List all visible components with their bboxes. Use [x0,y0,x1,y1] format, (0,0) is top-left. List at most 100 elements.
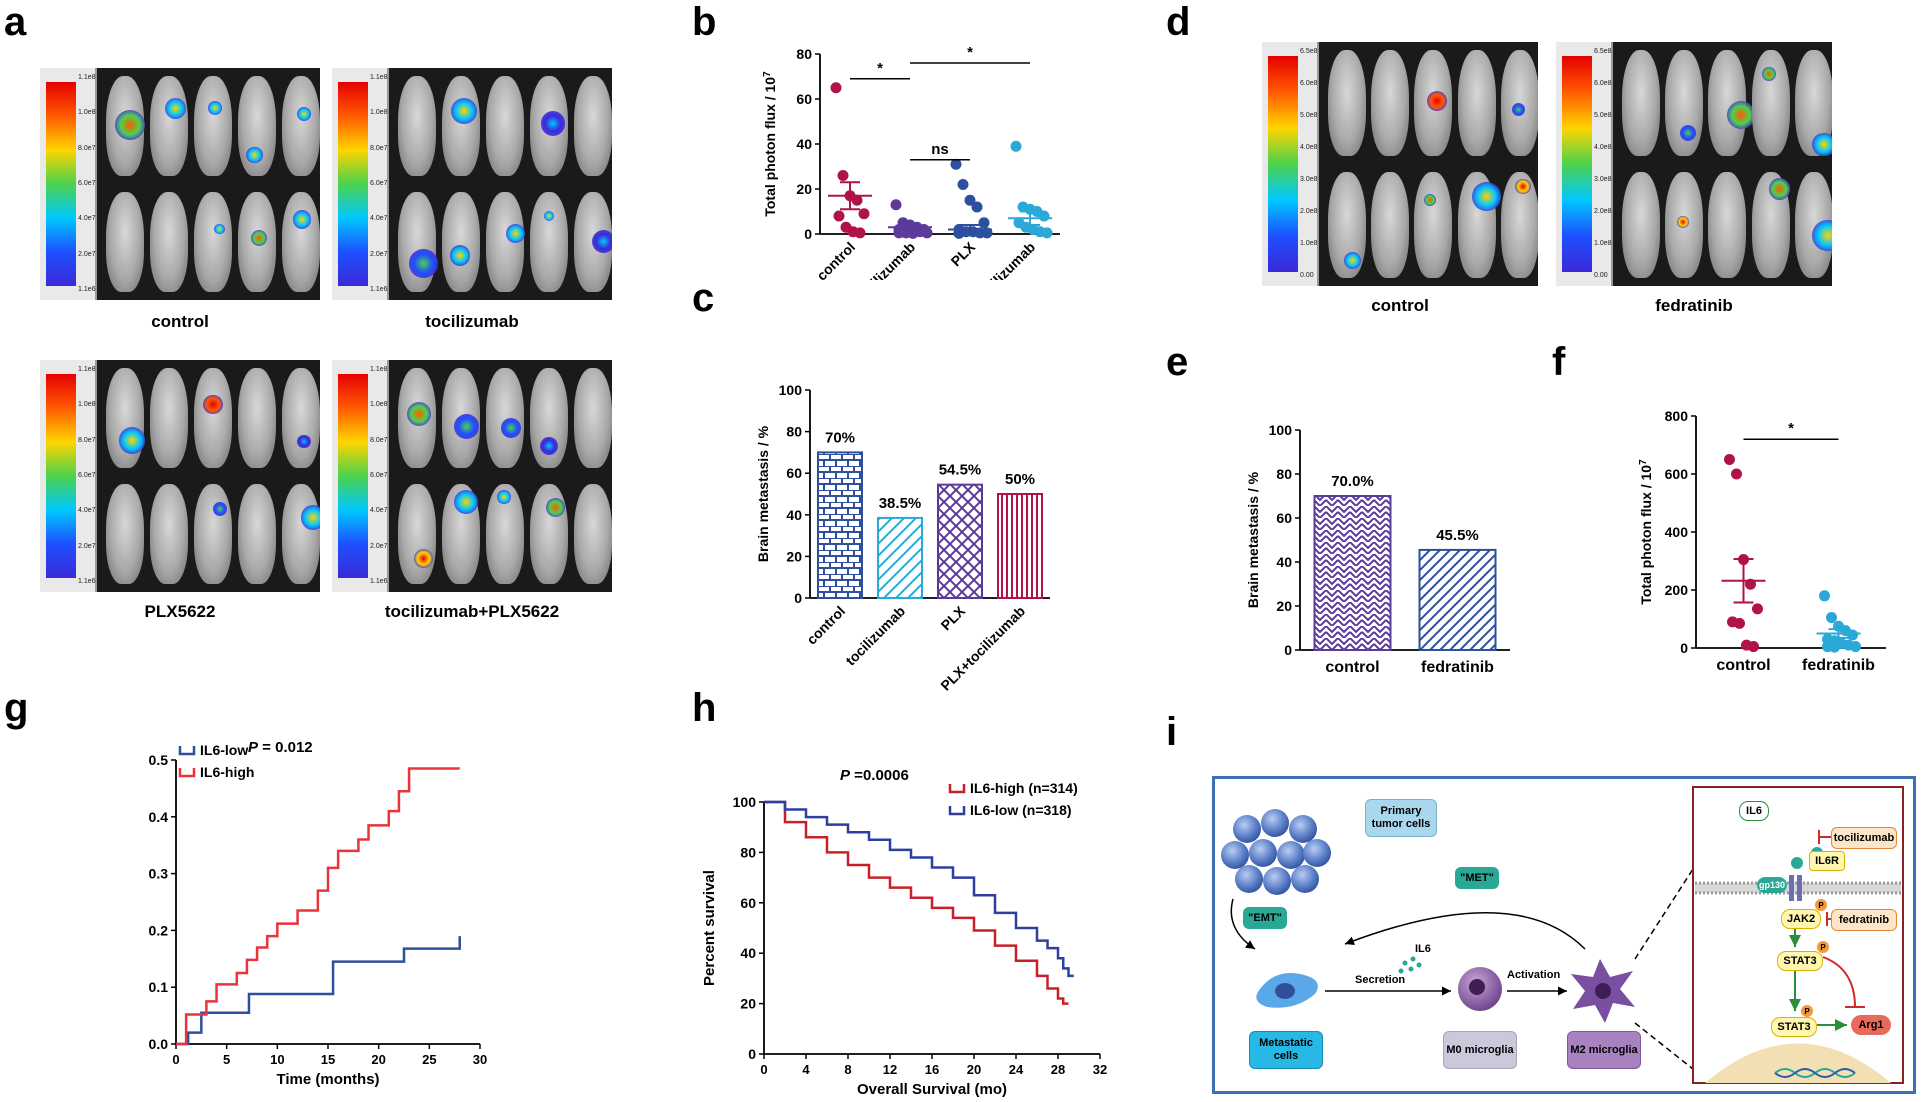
mouse [282,484,320,584]
x-tick-label-tocilizumab: tocilizumab [842,603,908,669]
data-point-fedratinib [1850,641,1861,653]
signal-spot [212,502,227,517]
x-tick-label: 8 [844,1062,851,1077]
data-point-PLX [978,217,990,229]
color-scale-tick: 2.0e7 [78,250,96,258]
x-tick-label-PLX: PLX [938,602,969,633]
y-tick-label: 60 [786,465,802,481]
y-tick-label: 0.3 [149,866,169,882]
chart-g-cumulative-bm: 0.0 0.1 0.2 0.3 0.4 0.5 0 5 10 15 20 25 30 Time (mont… [149,739,488,1088]
label-activation: Activation [1507,969,1561,981]
data-point-control [858,208,870,220]
data-point-PLX [957,179,969,190]
color-scale-tick: 6.0e7 [78,180,96,187]
y-tick-label: 40 [786,507,802,523]
nucleus [1705,1043,1891,1083]
y-tick-label: 200 [1665,582,1689,598]
data-point-control [833,210,845,222]
p-value-letter: P [248,739,259,756]
x-axis-label: Time (months) [276,1071,379,1088]
color-scale-tick: 0.00 [1594,272,1608,279]
data-point-fedratinib [1819,590,1830,602]
color-scale-tick: 1.1e6 [370,286,388,293]
data-point-tocilizumab [907,227,919,239]
chart-h-percent-survival: 0 20 40 60 80 100 0 4 8 12 16 20 24 28 32 Overall Survi… [701,770,1107,1098]
color-scale-tick: 3.0e8 [1300,176,1318,183]
y-axis-label-exponent: 7 [762,71,773,77]
bar-control [817,451,863,600]
phospho-stat3b: P [1801,1005,1813,1017]
signal-spot [1472,182,1501,211]
y-tick-label: 40 [1276,554,1292,570]
data-point-control [854,227,866,239]
color-scale-tick: 2.0e7 [370,250,388,258]
p-value-number: =0.0006 [850,770,909,784]
color-scale-tick: 1.0e8 [370,109,388,117]
color-scale-tick: 6.0e8 [1594,80,1612,87]
x-tick-label: 25 [422,1052,436,1067]
color-scale-tick: 1.0e8 [1594,240,1612,247]
signal-spot [409,249,438,278]
signal-spot [543,210,554,221]
y-tick-label: 80 [740,844,756,860]
mouse [194,484,232,584]
mouse [238,368,276,468]
label-il6r: IL6R [1809,851,1845,871]
mouse [486,76,524,176]
color-scale-tick: 6.5e8 [1300,48,1318,55]
color-scale-tick: 2.0e8 [1594,208,1612,215]
y-tick-label: 20 [1276,598,1292,614]
x-tick-label: 30 [473,1052,487,1067]
signal-spot [1812,132,1832,156]
x-tick-label: 15 [321,1052,335,1067]
bioluminescence-image-tocilizumab: 1.1e8 1.0e8 8.0e7 6.0e7 4.0e7 2.0e7 1.1e6 [332,68,612,300]
color-scale-tick: 8.0e7 [370,436,388,444]
signal-spot [1344,252,1362,270]
y-tick-label: 0.5 [149,752,169,768]
bar-value-label-fedratinib: 45.5% [1436,527,1479,544]
y-axis-label: Brain metastasis / % [755,425,771,562]
legend-label-IL6-high: IL6-high [200,764,254,780]
bar-value-label-control: 70% [825,429,855,446]
mouse [398,192,436,292]
label-il6: IL6 [1739,801,1769,821]
bar-fedratinib [1418,548,1497,651]
label-arg1: Arg1 [1851,1015,1891,1035]
data-point-PLX [971,201,983,213]
color-scale-tick: 6.0e7 [370,472,388,479]
mouse [106,368,144,468]
signal-spot [1679,124,1697,142]
significance-label: * [877,60,883,77]
label-jak2: JAK2 [1781,909,1821,929]
signal-spot [165,97,187,119]
signal-spot [1726,100,1756,130]
mouse [1371,172,1410,278]
y-tick-label: 0.1 [149,979,169,995]
signal-spot [114,109,146,141]
color-scale-tick: 4.0e7 [78,215,96,223]
y-tick-label: 0.2 [149,922,169,938]
mouse [1328,50,1366,156]
y-tick-label: 0 [794,590,802,606]
y-tick-label: 40 [796,136,812,152]
mouse [194,368,232,468]
x-tick-label: 32 [1093,1062,1107,1077]
label-gp130: gp130 [1757,877,1787,893]
mouse [574,76,612,176]
bioluminescence-image-d-fedratinib: 6.5e8 6.0e8 5.0e8 4.0e8 3.0e8 2.0e8 1.0e8 0.00 [1556,42,1832,286]
color-scale-tick: 1.1e8 [370,366,388,373]
data-point-PLX [950,158,962,170]
color-scale: 6.5e8 6.0e8 5.0e8 4.0e8 3.0e8 2.0e8 1.0e8 0.00 [1262,42,1319,286]
color-scale: 1.1e8 1.0e8 8.0e7 6.0e7 4.0e7 2.0e7 1.1e6 [332,360,389,592]
mouse [282,76,320,176]
data-point-control [837,170,849,181]
y-tick-label: 0 [748,1046,756,1062]
panel-letter-h: h [692,686,717,730]
label-primary-tumor-cells: Primary tumor cells [1365,799,1437,837]
label-secretion: Secretion [1355,974,1406,986]
p-value-letter: P [840,770,851,784]
x-axis-label: Overall Survival (mo) [857,1081,1007,1098]
signal-spot [203,395,223,415]
mouse [150,368,188,468]
phospho-stat3a: P [1817,941,1829,953]
